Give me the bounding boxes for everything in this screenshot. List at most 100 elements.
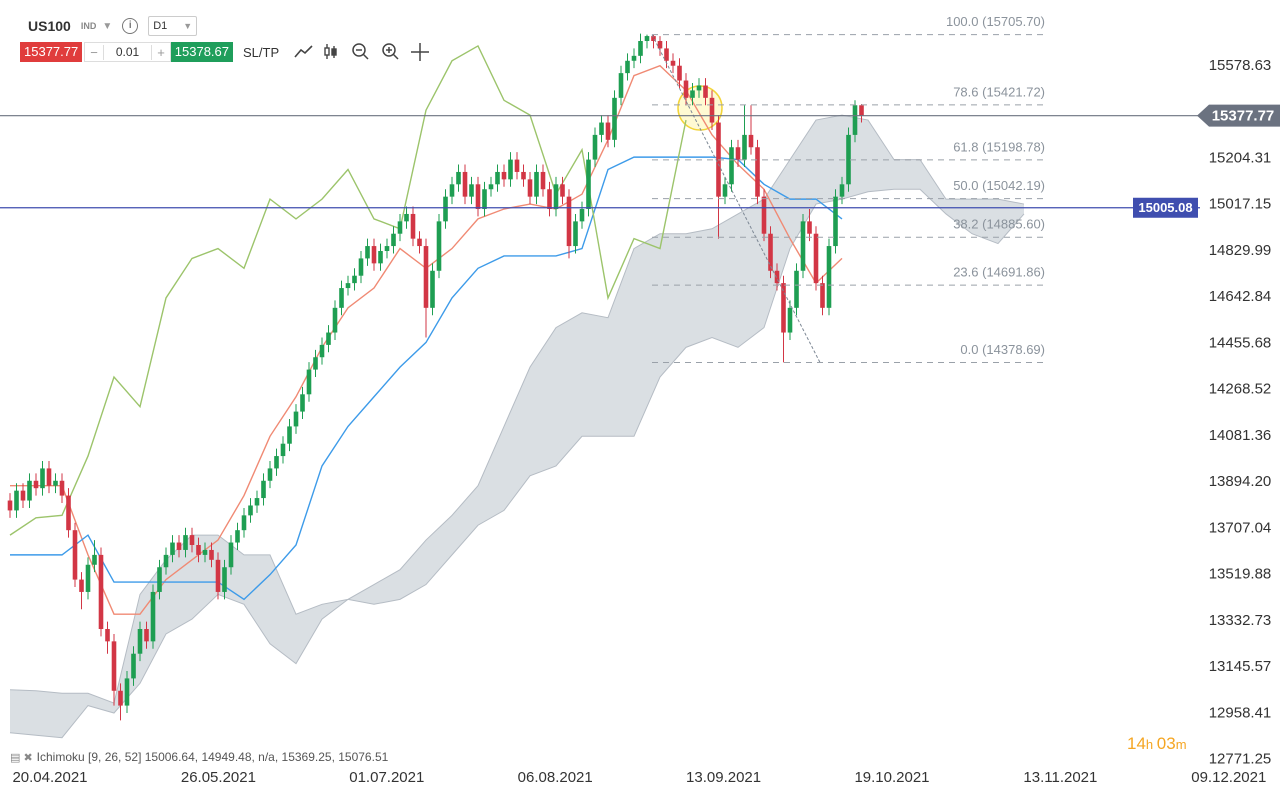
market: IND	[80, 21, 97, 31]
candle-body	[274, 456, 279, 469]
candle-body	[111, 641, 117, 691]
candle-body	[475, 184, 481, 210]
candle-body	[300, 394, 305, 412]
candle-body	[781, 283, 786, 333]
candle-body	[183, 535, 188, 550]
candle-body	[267, 468, 273, 481]
fib-label: 23.6 (14691.86)	[953, 265, 1045, 280]
candle-body	[501, 171, 507, 180]
candle-body	[553, 184, 559, 210]
y-tick-label: 13707.04	[1209, 519, 1272, 536]
candle-body	[852, 105, 858, 135]
candle-body	[332, 307, 338, 333]
info-icon[interactable]: i	[122, 18, 139, 34]
candle-body	[696, 85, 702, 91]
candle-body	[241, 515, 247, 531]
candle-body	[514, 159, 520, 172]
candle-body	[469, 184, 474, 197]
candle-body	[27, 480, 32, 501]
move-tool[interactable]	[411, 43, 430, 61]
candle-body	[670, 60, 676, 66]
candle-body	[540, 171, 546, 190]
candle-body	[644, 36, 650, 42]
candle-body	[683, 80, 689, 98]
zoom-out[interactable]	[352, 43, 369, 60]
candle-body	[137, 629, 143, 654]
x-tick-label: 26.05.2021	[181, 769, 256, 786]
zoom-in[interactable]	[382, 43, 399, 60]
candle-body	[53, 480, 58, 486]
sltp-button[interactable]: SL/TP	[243, 44, 280, 60]
candle-body	[859, 105, 864, 116]
candle-body	[157, 567, 162, 592]
indicator-line	[10, 156, 843, 601]
tool-icons	[294, 43, 430, 61]
fib-label: 61.8 (15198.78)	[953, 139, 1045, 154]
candle-body	[66, 495, 71, 531]
candle-body	[189, 535, 195, 546]
candle-body	[495, 171, 500, 185]
candle-body	[293, 411, 299, 427]
candle-body	[735, 147, 741, 160]
symbol[interactable]: US100	[28, 18, 71, 34]
timeframe: D1	[153, 20, 168, 32]
candle-body	[98, 554, 104, 630]
candle-body	[118, 690, 123, 706]
candle-body	[235, 530, 240, 543]
candle-body	[521, 171, 526, 180]
y-tick-label: 14829.99	[1209, 242, 1272, 259]
line-tool[interactable]	[294, 45, 313, 58]
candle-body	[703, 85, 708, 98]
candle-body	[124, 678, 130, 706]
candle-body	[105, 629, 110, 642]
candle-body	[215, 559, 221, 592]
timeframe-select[interactable]: D1 ▼	[148, 16, 198, 36]
candle-body	[79, 579, 84, 592]
candle-body	[794, 270, 799, 308]
candle-body	[410, 213, 416, 239]
minus[interactable]: −	[85, 44, 104, 60]
candle-body	[339, 288, 344, 308]
y-tick-label: 12958.41	[1209, 704, 1272, 721]
candle-body	[150, 591, 156, 642]
candle-body	[326, 332, 331, 345]
indicator-values: Ichimoku [9, 26, 52] 15006.64, 14949.48,…	[36, 750, 389, 764]
candle-body	[280, 443, 286, 457]
price-tag-label: 15005.08	[1138, 200, 1192, 215]
candle-body	[261, 480, 266, 499]
candle-body	[826, 246, 832, 308]
candle-body	[833, 196, 838, 247]
indicator-icons[interactable]: ▤ ✖	[10, 751, 33, 764]
candle-body	[46, 468, 52, 486]
countdown-unit: m	[1175, 736, 1187, 752]
candle-body	[488, 184, 494, 190]
candle-body	[196, 545, 201, 555]
candle-body	[462, 171, 468, 197]
dropdown-arrow[interactable]: ▼	[102, 20, 113, 32]
buy-button[interactable]: 15378.67	[170, 42, 234, 62]
candle-body	[813, 233, 819, 284]
y-tick-label: 15017.15	[1209, 196, 1272, 213]
plus[interactable]: +	[151, 44, 170, 60]
y-tick-label: 13519.88	[1209, 566, 1272, 583]
y-tick-label: 13894.20	[1209, 473, 1272, 490]
candle-body	[358, 258, 364, 276]
indicator-line	[9, 44, 687, 536]
countdown-minutes: 03	[1156, 734, 1176, 753]
candle-body	[800, 221, 806, 271]
lot-input[interactable]: − 0.01 +	[84, 42, 171, 62]
candle-body	[807, 221, 812, 234]
indicator-legend: ▤ ✖ Ichimoku [9, 26, 52] 15006.64, 14949…	[10, 750, 388, 764]
candle-body	[228, 542, 234, 568]
candle-body	[677, 65, 682, 81]
fib-label: 100.0 (15705.70)	[946, 14, 1045, 29]
candle-body	[625, 60, 630, 74]
candle-tool[interactable]	[324, 44, 337, 59]
candle-body	[423, 246, 429, 308]
sell-button[interactable]: 15377.77	[20, 42, 83, 62]
candle-body	[287, 426, 292, 444]
candle-body	[651, 36, 656, 42]
countdown: 14 h 03 m	[1127, 734, 1187, 754]
candle-body	[352, 275, 357, 284]
